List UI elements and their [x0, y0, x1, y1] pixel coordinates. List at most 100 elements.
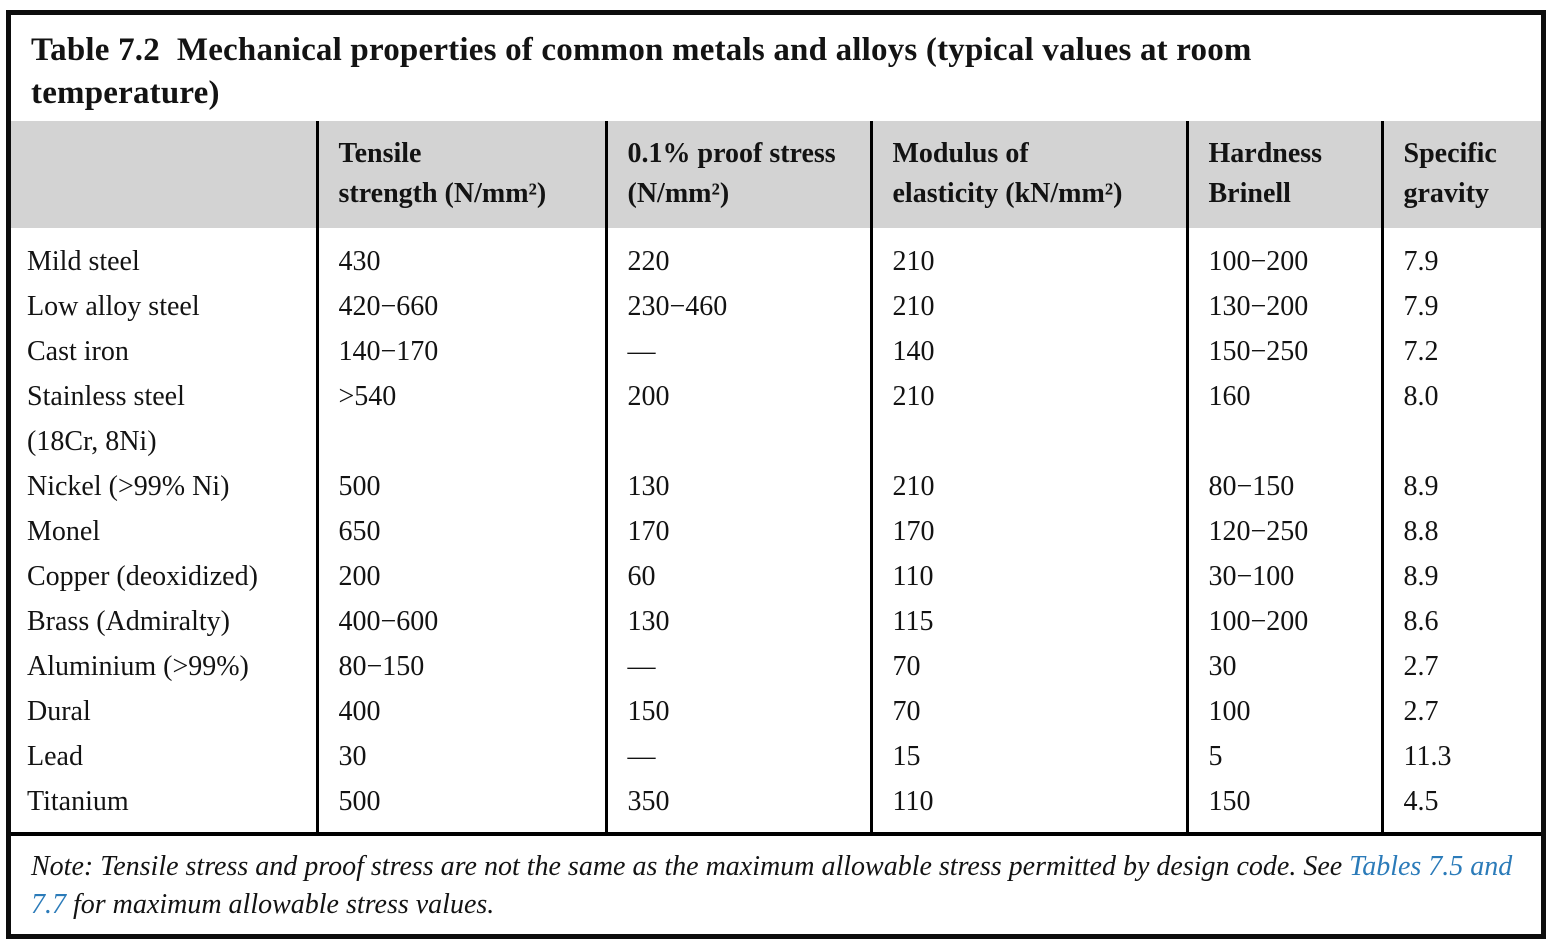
value-cell: 7.9	[1380, 284, 1541, 329]
material-name-cell: Low alloy steel	[27, 291, 200, 322]
value-cell: 400−600	[315, 599, 606, 644]
material-name-cell: Titanium	[27, 786, 129, 817]
value-cell: 210	[869, 284, 1187, 329]
value-cell: 100−200	[1185, 228, 1382, 284]
value-cell: 5	[1185, 734, 1382, 779]
material-name-cell: Nickel (>99% Ni)	[27, 471, 230, 502]
value-cell: 70	[869, 644, 1187, 689]
value-cell: 400	[315, 689, 606, 734]
value-cell: 8.9	[1380, 464, 1541, 509]
value-cell: 15	[869, 734, 1187, 779]
material-name-cell: Brass (Admiralty)	[27, 606, 230, 637]
table-row: Low alloy steel 420−660 230−460 210 130−200 7…	[11, 284, 1541, 329]
material-name-cell: Lead	[27, 741, 83, 772]
material-name-cell: Cast iron	[27, 336, 129, 367]
material-name-cell: Copper (deoxidized)	[27, 561, 258, 592]
value-cell: 30−100	[1185, 554, 1382, 599]
xref-link-tables[interactable]: Tables 7.5 and	[1349, 851, 1513, 882]
value-cell: 130	[604, 599, 871, 644]
value-cell: 230−460	[604, 284, 871, 329]
value-cell: 8.9	[1380, 554, 1541, 599]
footnote-line1: Note: Tensile stress and proof stress ar…	[31, 848, 1523, 886]
value-cell: —	[604, 734, 871, 779]
header-row: Tensile strength (N/mm²) 0.1% proof stress…	[11, 121, 1541, 228]
value-cell: 170	[869, 509, 1187, 554]
table-row: Lead 30—15 5 11.3	[11, 734, 1541, 779]
material-name-cell: Monel	[27, 516, 101, 547]
column-header: 0.1% proof stress (N/mm²)	[604, 121, 871, 228]
value-cell: 8.6	[1380, 599, 1541, 644]
value-cell: —	[604, 329, 871, 374]
value-cell: 430	[315, 228, 606, 284]
column-header: Hardness Brinell	[1185, 121, 1382, 228]
value-cell: 140	[869, 329, 1187, 374]
table-title-line2: temperature)	[31, 75, 220, 111]
value-cell: 210	[869, 374, 1187, 464]
value-cell: 110	[869, 779, 1187, 832]
table-row: Copper (deoxidized) 200 60 110 30−100 8.9	[11, 554, 1541, 599]
table-row: Cast iron 140−170—140 150−250 7.2	[11, 329, 1541, 374]
value-cell: 30	[1185, 644, 1382, 689]
value-cell: 100	[1185, 689, 1382, 734]
value-cell: 11.3	[1380, 734, 1541, 779]
value-cell: 120−250	[1185, 509, 1382, 554]
value-cell: 210	[869, 464, 1187, 509]
value-cell: 2.7	[1380, 644, 1541, 689]
material-name-cell: Mild steel	[27, 246, 140, 277]
value-cell: 200	[315, 554, 606, 599]
table-header: Tensile strength (N/mm²) 0.1% proof stress…	[11, 121, 1541, 228]
value-cell: 200	[604, 374, 871, 464]
xref-link-tables-continued[interactable]: 7.7	[31, 889, 66, 920]
table-title: Table 7.2 Mechanical properties of commo…	[11, 15, 1541, 121]
value-cell: 110	[869, 554, 1187, 599]
value-cell: 500	[315, 779, 606, 832]
column-header: Specific gravity	[1380, 121, 1541, 228]
value-cell: 70	[869, 689, 1187, 734]
table-row: Dural 400 150 70 100 2.7	[11, 689, 1541, 734]
value-cell: 150	[1185, 779, 1382, 832]
table-row: Stainless steel (18Cr, 8Ni) >540 200 210 160 8…	[11, 374, 1541, 464]
value-cell: 420−660	[315, 284, 606, 329]
value-cell: 130−200	[1185, 284, 1382, 329]
table-title-line1: Table 7.2 Mechanical properties of commo…	[31, 32, 1252, 68]
value-cell: 150−250	[1185, 329, 1382, 374]
value-cell: —	[604, 644, 871, 689]
value-cell: 30	[315, 734, 606, 779]
value-cell: 7.2	[1380, 329, 1541, 374]
column-header: Modulus of elasticity (kN/mm²)	[869, 121, 1187, 228]
value-cell: 140−170	[315, 329, 606, 374]
footnote-text: Note: Tensile stress and proof stress ar…	[31, 851, 1350, 882]
value-cell: 500	[315, 464, 606, 509]
material-name-cell: Stainless steel (18Cr, 8Ni)	[27, 381, 185, 457]
value-cell: 350	[604, 779, 871, 832]
value-cell: 8.0	[1380, 374, 1541, 464]
value-cell: 115	[869, 599, 1187, 644]
table-row: Monel 650 170 170 120−250 8.8	[11, 509, 1541, 554]
column-header: Tensile strength (N/mm²)	[315, 121, 606, 228]
table-row: Aluminium (>99%) 80−150—70 30 2.7	[11, 644, 1541, 689]
table-row: Mild steel 430 220 210 100−200 7.9	[11, 228, 1541, 284]
value-cell: 150	[604, 689, 871, 734]
value-cell: 220	[604, 228, 871, 284]
value-cell: 80−150	[315, 644, 606, 689]
value-cell: 650	[315, 509, 606, 554]
table-row: Titanium 500 350 110 150 4.5	[11, 779, 1541, 832]
value-cell: 8.8	[1380, 509, 1541, 554]
value-cell: 130	[604, 464, 871, 509]
value-cell: 7.9	[1380, 228, 1541, 284]
value-cell: 60	[604, 554, 871, 599]
value-cell: >540	[315, 374, 606, 464]
value-cell: 170	[604, 509, 871, 554]
value-cell: 160	[1185, 374, 1382, 464]
value-cell: 80−150	[1185, 464, 1382, 509]
table-body: Mild steel 430 220 210 100−200 7.9 Low alloy s…	[11, 228, 1541, 832]
column-header	[11, 121, 317, 228]
value-cell: 2.7	[1380, 689, 1541, 734]
value-cell: 4.5	[1380, 779, 1541, 832]
table-row: Brass (Admiralty) 400−600 130 115 100−200 8.6	[11, 599, 1541, 644]
value-cell: 100−200	[1185, 599, 1382, 644]
table-frame: Table 7.2 Mechanical properties of commo…	[6, 10, 1546, 939]
footnote-line2: 7.7 for maximum allowable stress values.	[31, 886, 1523, 924]
footnote: Note: Tensile stress and proof stress ar…	[11, 832, 1541, 934]
footnote-text-end: for maximum allowable stress values.	[66, 889, 495, 920]
